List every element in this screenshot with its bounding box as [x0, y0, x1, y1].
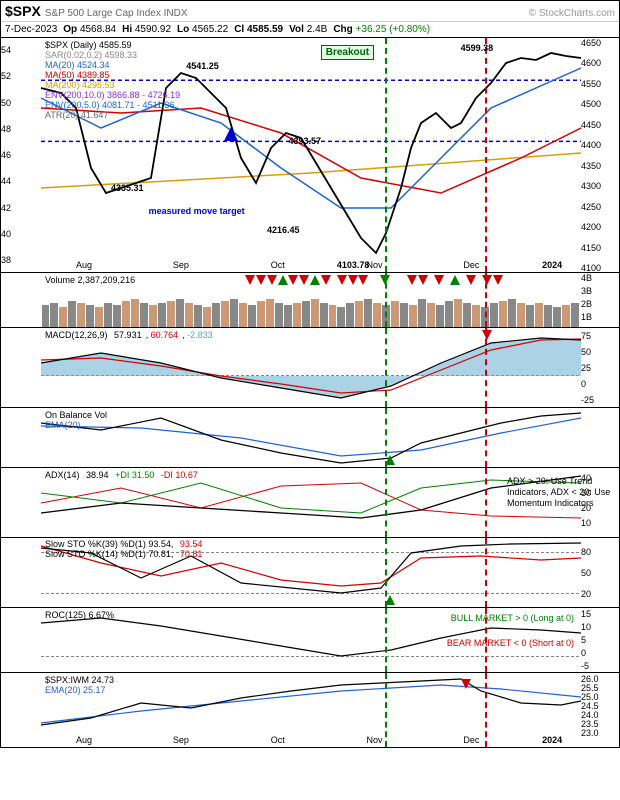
- vline-red: [485, 273, 487, 327]
- sto-arrow-icon: [385, 595, 395, 605]
- macd-arrow-icon: [482, 330, 492, 340]
- macd-svg: [41, 328, 581, 408]
- right-axis: 151050-5: [579, 608, 619, 672]
- plot-area: BULL MARKET > 0 (Long at 0)BEAR MARKET <…: [41, 608, 579, 672]
- main-legend: $SPX (Daily) 4585.59SAR(0.02,0.2) 4598.3…: [45, 40, 184, 120]
- vline-green: [385, 328, 387, 407]
- right-axis: 26.025.525.024.524.023.523.0: [579, 673, 619, 747]
- ratio-arrow-icon: [461, 679, 471, 689]
- adx-legend: ADX(14) 38.94 +DI 31.50 -DI 10.67: [45, 470, 202, 480]
- vline-green: [385, 273, 387, 327]
- obv-svg: [41, 408, 581, 468]
- adx-note: ADX > 20: Use Trend Indicators, ADX < 20…: [507, 476, 617, 508]
- roc-panel: 151050-5 BULL MARKET > 0 (Long at 0)BEAR…: [1, 607, 619, 672]
- vline-green: [385, 608, 387, 672]
- ohlc-bar: 7-Dec-2023 Op 4568.84 Hi 4590.92 Lo 4565…: [1, 22, 619, 37]
- roc-label: ROC(125) 6.67%: [45, 610, 114, 620]
- vline-green: [385, 38, 387, 272]
- obv-panel: On Balance VolEMA(20): [1, 407, 619, 467]
- plot-area: [41, 408, 579, 467]
- x-axis-bottom: AugSepOctNovDec2024: [41, 731, 579, 745]
- volume-label: Volume 2,387,209,216: [45, 275, 135, 285]
- right-axis: 4B3B2B1B: [579, 273, 619, 327]
- ticker-symbol: $SPX: [5, 3, 41, 19]
- sto-legend: Slow STO %K(39) %D(1) 93.54, 93.54Slow S…: [45, 540, 206, 560]
- sto-panel: 805020 Slow STO %K(39) %D(1) 93.54, 93.5…: [1, 537, 619, 607]
- watermark: © StockCharts.com: [529, 8, 615, 19]
- right-axis: 805020: [579, 538, 619, 607]
- chart-container: $SPX S&P 500 Large Cap Index INDX © Stoc…: [0, 0, 620, 748]
- vline-red: [485, 38, 487, 272]
- vline-red: [485, 538, 487, 607]
- right-axis: 7550250-25: [579, 328, 619, 407]
- ratio-legend: $SPX:IWM 24.73EMA(20) 25.17: [45, 675, 118, 695]
- macd-legend: MACD(12,26,9) 57.931, 60.764, -2.833: [45, 330, 217, 340]
- date: 7-Dec-2023: [5, 24, 57, 35]
- chart-header: $SPX S&P 500 Large Cap Index INDX © Stoc…: [1, 1, 619, 22]
- obv-arrow-icon: [385, 455, 395, 465]
- adx-panel: 40302010 ADX > 20: Use Trend Indicators,…: [1, 467, 619, 537]
- price-panel: 545250484644424038 465046004550450044504…: [1, 37, 619, 272]
- breakout-callout: Breakout: [321, 45, 374, 60]
- x-axis: AugSepOctNovDec2024: [41, 256, 579, 270]
- ticker-description: S&P 500 Large Cap Index INDX: [45, 8, 188, 19]
- vline-red: [485, 408, 487, 467]
- right-axis: 4650460045504500445044004350430042504200…: [579, 38, 619, 272]
- volume-bars: [41, 288, 579, 327]
- vline-red: [485, 468, 487, 537]
- ratio-panel: 26.025.525.024.524.023.523.0 $SPX:IWM 24…: [1, 672, 619, 747]
- obv-legend: On Balance VolEMA(20): [45, 410, 111, 430]
- volume-panel: 4B3B2B1B Volume 2,387,209,216: [1, 272, 619, 327]
- vline-green: [385, 468, 387, 537]
- macd-panel: 7550250-25 MACD(12,26,9) 57.931, 60.764,…: [1, 327, 619, 407]
- left-axis: 545250484644424038: [1, 38, 41, 272]
